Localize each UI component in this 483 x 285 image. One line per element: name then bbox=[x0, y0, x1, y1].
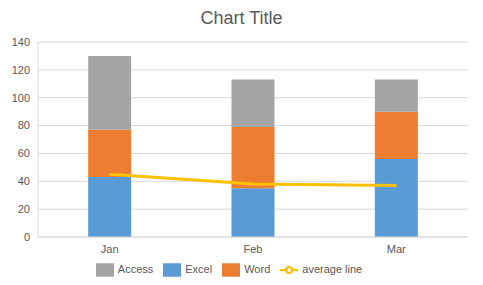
svg-text:80: 80 bbox=[18, 119, 30, 131]
svg-text:0: 0 bbox=[24, 231, 30, 243]
svg-text:Feb: Feb bbox=[244, 243, 263, 255]
svg-text:120: 120 bbox=[12, 64, 30, 76]
svg-text:60: 60 bbox=[18, 147, 30, 159]
html-text:Word: Word bbox=[244, 262, 271, 275]
html-text:Excel: Excel bbox=[185, 262, 213, 275]
svg-text:20: 20 bbox=[18, 203, 30, 215]
svg-text:Mar: Mar bbox=[387, 243, 406, 255]
svg-text:100: 100 bbox=[12, 92, 30, 104]
html-text:average line: average line bbox=[302, 262, 363, 275]
html-text:Access: Access bbox=[117, 262, 154, 275]
svg-text:40: 40 bbox=[18, 175, 30, 187]
html-text:Chart Title: Chart Title bbox=[200, 8, 283, 28]
svg-text:Jan: Jan bbox=[101, 243, 119, 255]
svg-text:140: 140 bbox=[12, 36, 30, 48]
